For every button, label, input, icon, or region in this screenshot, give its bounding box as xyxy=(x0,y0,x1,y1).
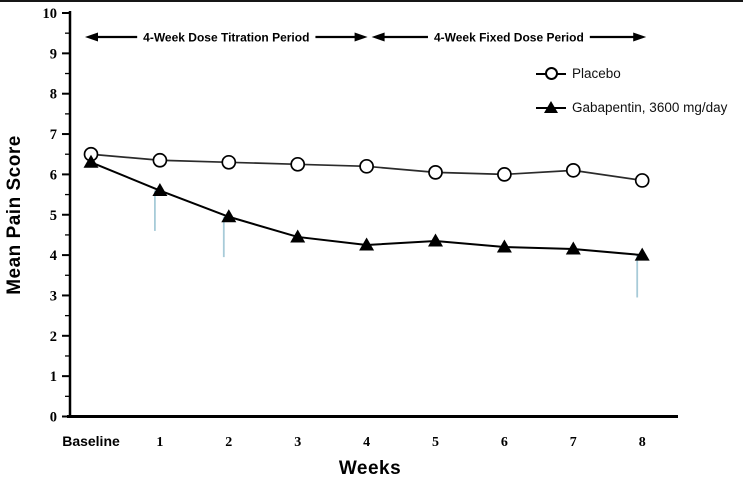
right-arrowhead-icon xyxy=(354,32,368,42)
y-tick-label: 2 xyxy=(50,329,57,345)
annotation-titration-period: 4-Week Dose Titration Period xyxy=(85,31,368,45)
x-tick-label-6: 6 xyxy=(501,435,508,450)
y-tick-label: 1 xyxy=(50,369,57,385)
x-tick-labels: Baseline 1 2 3 4 5 6 7 8 xyxy=(62,433,645,450)
x-tick-label-1: 1 xyxy=(156,435,163,450)
open-circle-marker-icon xyxy=(536,66,566,81)
y-tick-label: 8 xyxy=(50,87,57,103)
y-tick-label: 9 xyxy=(50,46,57,62)
right-arrowhead-icon xyxy=(633,32,647,42)
filled-triangle-marker-icon xyxy=(536,100,566,115)
open-circle-marker xyxy=(497,167,512,182)
y-tick-label: 3 xyxy=(50,288,57,304)
x-tick-label-8: 8 xyxy=(639,435,646,450)
x-axis-title: Weeks xyxy=(338,458,402,479)
x-tick-label-2: 2 xyxy=(225,435,232,450)
legend-label-placebo: Placebo xyxy=(572,66,621,81)
y-axis-title: Mean Pain Score xyxy=(4,135,25,295)
y-tick-label: 7 xyxy=(50,127,57,143)
legend-label-gabapentin: Gabapentin, 3600 mg/day xyxy=(572,100,728,115)
open-circle-marker xyxy=(428,165,443,180)
y-tick-label: 6 xyxy=(50,167,57,183)
filled-triangle-marker xyxy=(428,233,443,247)
filled-triangle-marker xyxy=(290,229,306,243)
legend-item-gabapentin: Gabapentin, 3600 mg/day xyxy=(536,100,727,115)
open-circle-marker xyxy=(221,154,237,170)
series-gabapentin xyxy=(83,154,650,261)
circle-glyph xyxy=(545,67,558,80)
filled-triangle-marker xyxy=(221,209,237,223)
legend-item-placebo: Placebo xyxy=(536,66,727,81)
left-arrowhead-icon xyxy=(85,32,98,42)
y-ticks: 0 1 2 3 4 5 6 7 8 9 10 xyxy=(43,6,70,426)
filled-triangle-marker xyxy=(359,237,375,251)
filled-triangle-marker xyxy=(152,183,168,197)
top-border-rule xyxy=(0,0,743,2)
annotation-fixed-dose-period: 4-Week Fixed Dose Period xyxy=(371,31,647,45)
filled-triangle-marker xyxy=(565,241,581,255)
y-tick-label: 4 xyxy=(50,248,57,264)
annotation-text: 4-Week Fixed Dose Period xyxy=(434,31,584,45)
open-circle-marker xyxy=(359,158,374,174)
legend: Placebo Gabapentin, 3600 mg/day xyxy=(536,66,727,115)
open-circle-marker xyxy=(152,152,168,168)
annotation-text: 4-Week Dose Titration Period xyxy=(143,31,309,45)
filled-triangle-marker xyxy=(634,247,650,261)
x-tick-label-4: 4 xyxy=(363,435,370,450)
filled-triangle-marker xyxy=(496,239,512,253)
filled-triangle-marker xyxy=(83,154,99,168)
x-tick-label-5: 5 xyxy=(432,435,439,450)
series-placebo xyxy=(83,146,650,188)
open-circle-marker xyxy=(565,163,581,178)
error-bars xyxy=(153,190,639,298)
open-circle-marker xyxy=(634,173,650,188)
triangle-glyph xyxy=(544,101,558,113)
x-tick-label-7: 7 xyxy=(570,435,577,450)
y-tick-label: 5 xyxy=(50,208,57,224)
x-tick-label-baseline: Baseline xyxy=(62,433,120,449)
left-arrowhead-icon xyxy=(371,32,385,42)
open-circle-marker xyxy=(290,156,306,172)
x-tick-label-3: 3 xyxy=(294,435,301,450)
y-tick-label: 0 xyxy=(50,410,57,426)
y-tick-label: 10 xyxy=(43,6,58,22)
